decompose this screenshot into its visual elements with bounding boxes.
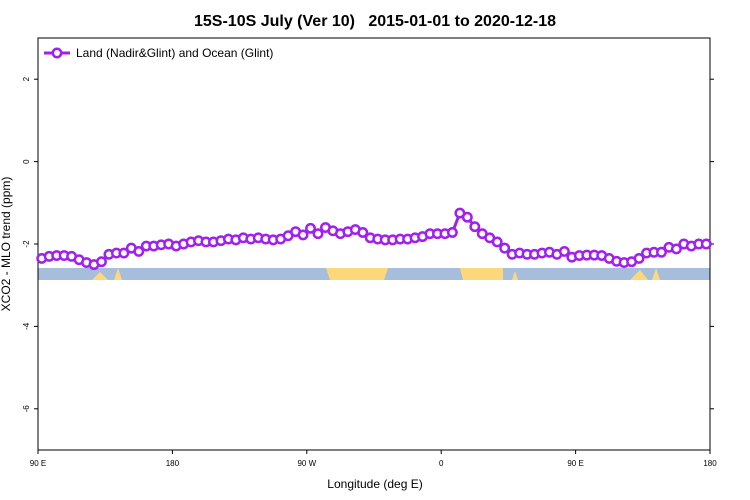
data-point xyxy=(469,221,481,233)
x-tick-label: 90 E xyxy=(30,459,46,468)
y-tick-label: -2 xyxy=(22,240,31,248)
land-band xyxy=(512,271,518,280)
x-tick-label: 90 W xyxy=(297,459,316,468)
y-tick-label: -4 xyxy=(22,322,31,330)
data-point xyxy=(491,236,503,248)
y-tick-label: 0 xyxy=(22,159,31,164)
data-point xyxy=(118,247,130,259)
land-band xyxy=(652,268,660,280)
data-point xyxy=(633,252,645,264)
legend-label: Land (Nadir&Glint) and Ocean (Glint) xyxy=(76,46,273,60)
x-tick-label: 90 E xyxy=(567,459,583,468)
x-tick-label: 0 xyxy=(439,459,444,468)
data-point xyxy=(499,242,511,254)
land-ocean-strip xyxy=(38,268,710,280)
land-band xyxy=(460,268,503,280)
data-point xyxy=(656,246,667,258)
x-tick-label: 180 xyxy=(703,459,717,468)
land-band xyxy=(326,268,388,280)
data-point xyxy=(133,245,145,257)
data-point xyxy=(700,238,712,250)
data-point xyxy=(96,256,107,268)
plot-frame xyxy=(37,37,711,451)
land-band xyxy=(92,272,108,280)
data-point xyxy=(357,227,369,238)
data-point xyxy=(461,211,473,223)
data-point xyxy=(297,229,309,241)
x-axis-label: Longitude (deg E) xyxy=(327,477,422,491)
data-point xyxy=(446,227,458,238)
data-point xyxy=(558,245,570,257)
y-tick-label: 2 xyxy=(22,76,31,81)
data-point xyxy=(305,222,316,234)
land-band xyxy=(114,268,122,280)
land-band xyxy=(630,270,648,280)
y-tick-label: -6 xyxy=(22,405,31,413)
data-point xyxy=(670,243,682,255)
data-point xyxy=(312,228,324,240)
legend-marker xyxy=(51,47,63,59)
chart-title: 15S-10S July (Ver 10) 2015-01-01 to 2020… xyxy=(194,13,556,30)
y-axis-label: XCO2 - MLO trend (ppm) xyxy=(0,177,13,312)
x-tick-label: 180 xyxy=(166,459,180,468)
